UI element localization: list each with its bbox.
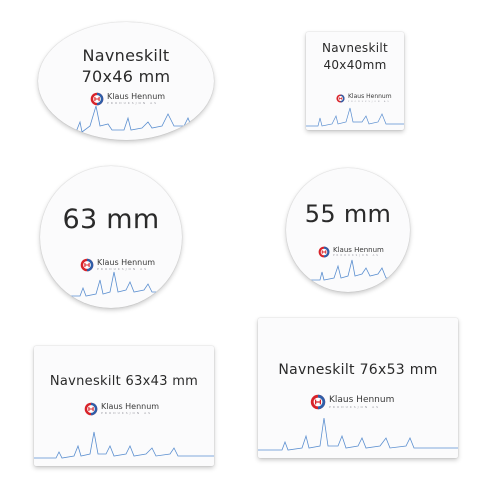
kh-logo-icon (310, 394, 326, 410)
badge-rect-76x53: Navneskilt 76x53 mm Klaus Hennum PRODUKS… (258, 318, 458, 458)
kh-logo-icon (80, 258, 94, 272)
badge-title-line1: Navneskilt (322, 41, 388, 55)
city-skyline-graphic (306, 107, 404, 127)
kh-logo-icon (336, 94, 345, 103)
badge-circle-63mm: 63 mm Klaus Hennum PRODUKSJON AS (40, 166, 182, 308)
badge-title: Navneskilt 76x53 mm (278, 362, 438, 378)
badge-title: Navneskilt 63x43 mm (49, 374, 199, 389)
badge-title-line1: Navneskilt (82, 46, 170, 65)
badge-circle-55mm: 55 mm Klaus Hennum PRODUKSJON AS (286, 168, 410, 292)
badge-oval-70x46: Navneskilt 70x46 mm Klaus Hennum PRODUKS… (38, 22, 214, 140)
badge-title-line2: 40x40mm (323, 58, 387, 72)
brand-name: Klaus Hennum (97, 258, 156, 267)
badge-title-line2: 70x46 mm (81, 67, 171, 86)
brand-name: Klaus Hennum (348, 93, 392, 100)
badge-square-40x40: Navneskilt 40x40mm Klaus Hennum PRODUKSJ… (306, 32, 404, 130)
brand-subtitle: PRODUKSJON AS (329, 404, 381, 409)
klaus-hennum-logo: Klaus Hennum PRODUKSJON AS (336, 94, 392, 103)
brand-name: Klaus Hennum (329, 394, 395, 405)
kh-logo-icon (90, 92, 104, 106)
klaus-hennum-logo: Klaus Hennum PRODUKSJON AS (84, 402, 159, 416)
klaus-hennum-logo: Klaus Hennum PRODUKSJON AS (318, 246, 384, 258)
badge-title: 55 mm (304, 200, 392, 228)
city-skyline-graphic (60, 271, 162, 297)
brand-subtitle: PRODUKSJON AS (348, 101, 391, 103)
kh-logo-icon (318, 246, 330, 258)
brand-subtitle: PRODUKSJON AS (101, 411, 153, 415)
brand-name: Klaus Hennum (333, 245, 384, 254)
city-skyline-graphic (258, 417, 458, 451)
klaus-hennum-logo: Klaus Hennum PRODUKSJON AS (90, 92, 165, 106)
badge-title: 63 mm (62, 204, 160, 235)
city-skyline-graphic (34, 431, 214, 459)
city-skyline-graphic (38, 105, 214, 135)
brand-subtitle: PRODUKSJON AS (107, 101, 159, 105)
badge-rect-63x43: Navneskilt 63x43 mm Klaus Hennum PRODUKS… (34, 346, 214, 466)
brand-subtitle: PRODUKSJON AS (97, 267, 149, 271)
brand-name: Klaus Hennum (101, 402, 160, 411)
kh-logo-icon (84, 402, 98, 416)
brand-subtitle: PRODUKSJON AS (333, 253, 380, 257)
brand-name: Klaus Hennum (107, 92, 166, 101)
city-skyline-graphic (304, 259, 394, 281)
klaus-hennum-logo: Klaus Hennum PRODUKSJON AS (80, 258, 155, 272)
klaus-hennum-logo: Klaus Hennum PRODUKSJON AS (310, 394, 394, 410)
